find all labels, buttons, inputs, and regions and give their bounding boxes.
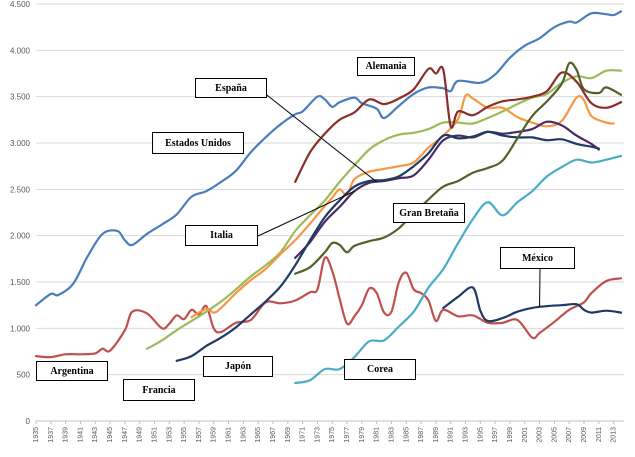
x-tick-label: 1993 (463, 427, 470, 443)
x-tick-label: 1967 (270, 427, 277, 443)
y-tick-label: 2.000 (10, 232, 31, 241)
x-tick-label: 1937 (48, 427, 55, 443)
gridlines (36, 3, 624, 422)
annotation-pointer (257, 87, 377, 183)
x-tick-label: 1997 (492, 427, 499, 443)
y-tick-label: 3.500 (10, 93, 31, 102)
x-tick-label: 1959 (211, 427, 218, 443)
label-corea: Corea (344, 359, 416, 380)
y-tick-label: 4.000 (10, 46, 31, 55)
series-line-argentina (34, 256, 623, 359)
x-tick-label: 1981 (374, 427, 381, 443)
x-tick-label: 2001 (522, 427, 529, 443)
x-tick-label: 1953 (166, 427, 173, 443)
x-tick-label: 2009 (581, 427, 588, 443)
label-alemania: Alemania (357, 57, 415, 76)
x-tick-label: 1973 (314, 427, 321, 443)
x-tick-label: 1987 (418, 427, 425, 443)
x-tick-label: 1949 (137, 427, 144, 443)
x-tick-label: 2007 (566, 427, 573, 443)
y-tick-label: 1.000 (10, 324, 31, 333)
annotation-pointer (257, 190, 355, 237)
label-italia: Italia (185, 225, 258, 246)
series-line-alemania (294, 65, 623, 183)
label-gran-bretana: Gran Bretaña (393, 203, 465, 223)
series-lines (34, 10, 623, 385)
x-tick-label: 1995 (477, 427, 484, 443)
x-tick-label: 1963 (240, 427, 247, 443)
x-axis-ticks: 1935 1937 1939 1941 1943 1945 1947 1949 1951 1953… (33, 421, 618, 443)
x-tick-label: 2011 (596, 427, 603, 442)
series-line-japon (175, 130, 600, 362)
x-tick-label: 1965 (255, 427, 262, 443)
label-argentina: Argentina (36, 361, 108, 381)
x-tick-label: 2003 (537, 427, 544, 443)
x-tick-label: 1943 (92, 427, 99, 443)
x-tick-label: 1975 (329, 427, 336, 443)
label-estados-unidos: Estados Unidos (152, 132, 244, 154)
x-tick-label: 2013 (611, 427, 618, 443)
x-tick-label: 1955 (181, 427, 188, 443)
x-tick-label: 1971 (300, 427, 307, 443)
x-tick-label: 1947 (122, 427, 129, 443)
y-tick-label: 4.500 (10, 0, 31, 9)
x-tick-label: 1985 (403, 427, 410, 443)
x-tick-label: 1945 (107, 427, 114, 443)
x-tick-label: 1977 (344, 427, 351, 443)
series-line-gran-bretana (294, 61, 623, 275)
y-tick-label: 0 (26, 417, 31, 426)
y-tick-label: 2.500 (10, 185, 31, 194)
series-line-francia (146, 69, 623, 350)
x-tick-label: 1969 (285, 427, 292, 443)
y-tick-label: 3.000 (10, 139, 31, 148)
x-tick-label: 2005 (551, 427, 558, 443)
y-tick-label: 1.500 (10, 278, 31, 287)
y-tick-label: 500 (17, 371, 31, 380)
label-francia: Francia (123, 379, 195, 401)
x-tick-label: 1989 (433, 427, 440, 443)
x-tick-label: 1979 (359, 427, 366, 443)
x-tick-label: 1983 (388, 427, 395, 443)
label-mexico: México (500, 247, 575, 269)
x-tick-label: 1935 (33, 427, 40, 443)
series-line-estados-unidos (34, 10, 623, 307)
series-line-espana (190, 93, 615, 319)
label-japon: Japón (203, 356, 273, 377)
x-tick-label: 1957 (196, 427, 203, 443)
series-line-corea (294, 154, 623, 385)
x-tick-label: 1999 (507, 427, 514, 443)
label-espana: España (195, 78, 267, 98)
x-tick-label: 1939 (63, 427, 70, 443)
y-axis-ticks: 0 500 1.000 1.500 2.000 2.500 3.000 3.500 4.000 4… (10, 0, 31, 426)
x-tick-label: 1951 (151, 427, 158, 443)
x-tick-label: 1941 (77, 427, 84, 443)
x-tick-label: 1961 (226, 427, 233, 443)
x-tick-label: 1991 (448, 427, 455, 443)
series-line-mexico (442, 286, 623, 323)
